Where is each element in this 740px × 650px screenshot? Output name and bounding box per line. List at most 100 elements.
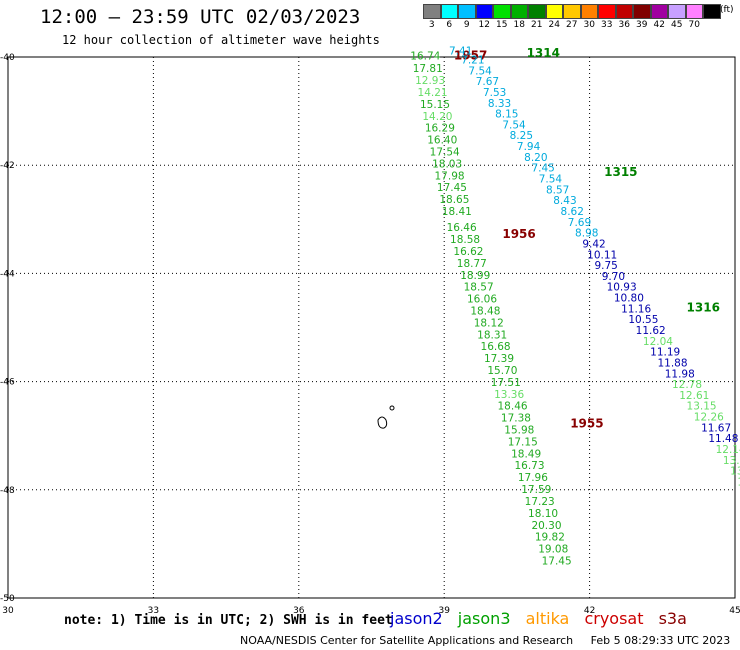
wave-height-value: 20.30 — [531, 520, 561, 532]
wave-height-value: 13.15 — [687, 401, 717, 413]
wave-height-value: 17.39 — [484, 353, 514, 365]
wave-height-value: 13.63 — [723, 455, 740, 467]
wave-height-value: 19.82 — [535, 532, 565, 544]
longitude-tick-label: 42 — [584, 606, 595, 616]
color-scale-label: 6 — [446, 20, 453, 30]
wave-height-value: 16.46 — [447, 222, 477, 234]
pass-time-label: 1956 — [502, 227, 535, 241]
wave-height-value: 18.77 — [457, 258, 487, 270]
wave-height-value: 18.58 — [450, 234, 480, 246]
wave-height-value: 18.65 — [439, 194, 469, 206]
latitude-tick-label: -50 — [0, 594, 15, 604]
satellite-s3a: s3a — [658, 609, 687, 628]
wave-height-value: 10.11 — [587, 249, 617, 261]
wave-height-value: 16.40 — [427, 135, 457, 147]
wave-height-value: 7.69 — [568, 217, 591, 229]
wave-height-value: 16.29 — [425, 123, 455, 135]
color-swatch — [633, 4, 651, 19]
page-subtitle: 12 hour collection of altimeter wave hei… — [62, 33, 380, 47]
color-swatch — [528, 4, 546, 19]
pass-time-label: 1955 — [570, 417, 603, 431]
wave-height-value: 15.70 — [487, 365, 517, 377]
wave-height-value: 13.36 — [494, 389, 524, 401]
wave-height-value: 15.15 — [420, 99, 450, 111]
wave-height-value: 18.99 — [460, 270, 490, 282]
latitude-tick-label: -48 — [0, 486, 15, 496]
wave-height-value: 7.54 — [502, 119, 526, 131]
wave-height-value: 10.93 — [607, 282, 637, 294]
wave-height-value: 16.06 — [467, 294, 497, 306]
wave-height-value: 17.54 — [430, 146, 460, 158]
satellite-altika: altika — [525, 609, 570, 628]
satellite-jason2: jason2 — [390, 609, 443, 628]
wave-height-value: 19.08 — [538, 544, 568, 556]
color-swatch — [703, 4, 721, 19]
wave-height-value: 17.51 — [491, 377, 521, 389]
island-shape — [389, 405, 395, 411]
wave-height-value: 8.33 — [488, 98, 511, 110]
color-swatch — [493, 4, 511, 19]
wave-height-value: 18.49 — [511, 448, 541, 460]
wave-height-value: 11.88 — [657, 357, 687, 369]
color-swatch — [423, 4, 441, 19]
wave-height-value: 12.14 — [716, 444, 740, 456]
color-scale-unit: (ft) — [720, 5, 734, 15]
pass-time-label: 1314 — [527, 46, 560, 60]
latitude-tick-label: -44 — [0, 269, 15, 279]
color-scale-labels: 3 6 9 12 15 18 21 24 27 30 33 36 39 42 45 70 — [423, 19, 721, 31]
wave-height-value: 8.15 — [495, 109, 518, 121]
color-scale-label: 39 — [636, 20, 648, 30]
wave-height-value: 7.94 — [517, 141, 541, 153]
satellite-legend: jason2 jason3 altika cryosat s3a — [390, 609, 697, 628]
longitude-tick-label: 45 — [729, 606, 740, 616]
wave-height-value: 12.53 — [737, 476, 740, 488]
wave-height-value: 18.12 — [474, 317, 504, 329]
wave-height-value: 10.80 — [614, 293, 644, 305]
wave-height-value: 17.23 — [525, 496, 555, 508]
wave-height-value: 11.16 — [621, 303, 651, 315]
wave-height-value: 18.46 — [498, 401, 528, 413]
color-scale-label: 3 — [428, 20, 435, 30]
color-scale-label: 70 — [688, 20, 700, 30]
color-swatch — [510, 4, 528, 19]
color-scale-label: 12 — [478, 20, 490, 30]
color-swatch — [685, 4, 703, 19]
map-frame — [7, 56, 736, 599]
latitude-tick-label: -42 — [0, 161, 15, 171]
wave-height-value: 11.48 — [708, 433, 738, 445]
color-scale-label: 27 — [566, 20, 578, 30]
color-scale-label: 21 — [531, 20, 543, 30]
color-scale-label: 36 — [618, 20, 630, 30]
longitude-tick-label: 33 — [148, 606, 159, 616]
generated-timestamp: Feb 5 08:29:33 UTC 2023 — [590, 634, 731, 647]
wave-height-value: 15.98 — [504, 425, 534, 437]
wave-height-value: 18.41 — [442, 206, 472, 218]
color-scale-label: 30 — [583, 20, 595, 30]
pass-time-label: 1315 — [604, 165, 637, 179]
wave-height-value: 18.48 — [470, 306, 500, 318]
wave-height-value: 16.62 — [453, 246, 483, 258]
wave-height-value: 17.81 — [413, 63, 443, 75]
color-scale-label: 9 — [463, 20, 470, 30]
wave-height-value: 14.20 — [422, 111, 452, 123]
color-swatch — [650, 4, 668, 19]
latitude-tick-label: -46 — [0, 378, 15, 388]
color-swatch — [475, 4, 493, 19]
wave-height-value: 12.78 — [672, 379, 702, 391]
wave-height-value: 14.21 — [418, 87, 448, 99]
longitude-tick-label: 30 — [2, 606, 14, 616]
wave-height-value: 17.45 — [542, 555, 572, 567]
pass-time-label: 1957 — [454, 49, 487, 63]
footer-note: note: 1) Time is in UTC; 2) SWH is in fe… — [64, 613, 393, 628]
wave-height-value: 10.55 — [628, 314, 658, 326]
color-scale-label: 45 — [671, 20, 683, 30]
wave-height-value: 18.03 — [432, 158, 462, 170]
island-shape — [377, 416, 388, 429]
wave-height-value: 7.21 — [461, 54, 484, 66]
color-scale-label: 18 — [513, 20, 525, 30]
wave-height-value: 11.98 — [665, 368, 695, 380]
color-scale-swatches — [423, 4, 721, 19]
wave-height-value: 8.98 — [575, 228, 598, 240]
credit-line: NOAA/NESDIS Center for Satellite Applica… — [240, 634, 730, 647]
